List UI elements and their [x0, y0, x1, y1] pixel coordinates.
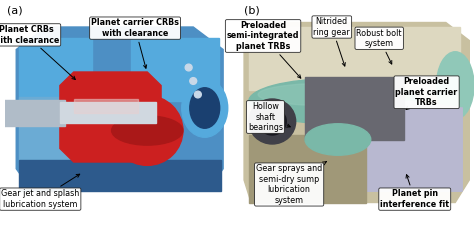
- Ellipse shape: [112, 116, 183, 145]
- Circle shape: [258, 108, 286, 135]
- Ellipse shape: [249, 79, 418, 124]
- Circle shape: [185, 64, 192, 71]
- Bar: [73, 99, 138, 112]
- Polygon shape: [16, 27, 223, 191]
- Bar: [249, 135, 366, 202]
- Bar: [249, 27, 460, 90]
- Text: Preloaded
planet carrier
TRBs: Preloaded planet carrier TRBs: [395, 77, 458, 110]
- Text: Hollow
shaft
bearings: Hollow shaft bearings: [248, 102, 290, 132]
- Polygon shape: [356, 101, 462, 191]
- Ellipse shape: [437, 52, 474, 119]
- Circle shape: [194, 91, 201, 98]
- Circle shape: [249, 99, 296, 144]
- Circle shape: [190, 78, 197, 84]
- Bar: [18, 38, 92, 101]
- Bar: [60, 102, 156, 123]
- Polygon shape: [244, 22, 469, 202]
- Ellipse shape: [305, 124, 371, 155]
- Polygon shape: [60, 72, 161, 162]
- Bar: [0, 100, 64, 126]
- Ellipse shape: [190, 88, 219, 128]
- Text: Nitrided
ring gear: Nitrided ring gear: [313, 17, 350, 66]
- Text: (b): (b): [244, 6, 260, 16]
- Circle shape: [112, 96, 183, 165]
- Text: Planet carrier CRBs
with clearance: Planet carrier CRBs with clearance: [91, 18, 179, 68]
- Text: Gear jet and splash
lubrication system: Gear jet and splash lubrication system: [1, 174, 80, 209]
- Ellipse shape: [258, 83, 399, 106]
- Bar: [131, 38, 219, 101]
- Bar: [18, 160, 221, 191]
- Text: Gear sprays and
semi-dry sump
lubrication
system: Gear sprays and semi-dry sump lubricatio…: [256, 162, 326, 205]
- Text: Robust bolt
system: Robust bolt system: [356, 29, 402, 64]
- Bar: [305, 76, 404, 140]
- Text: Planet pin
interference fit: Planet pin interference fit: [380, 175, 449, 209]
- Text: Preloaded
semi-integrated
planet TRBs: Preloaded semi-integrated planet TRBs: [227, 21, 301, 78]
- Ellipse shape: [182, 79, 228, 137]
- Text: Planet CRBs
with clearance: Planet CRBs with clearance: [0, 25, 75, 79]
- Bar: [18, 97, 83, 169]
- Text: (a): (a): [7, 6, 23, 16]
